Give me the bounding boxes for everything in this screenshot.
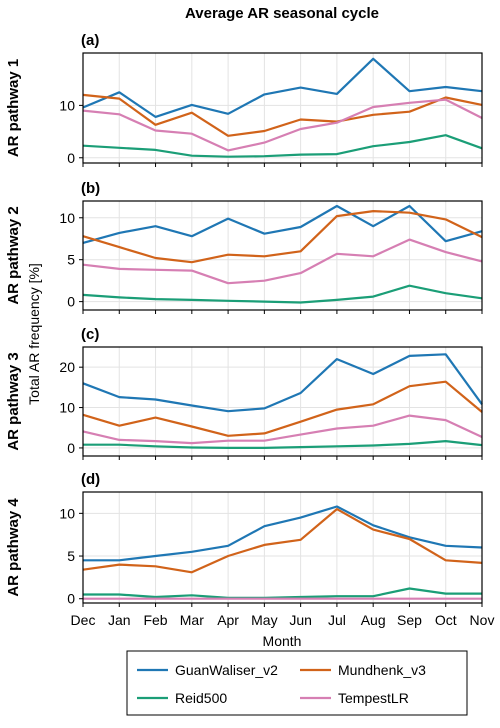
row-label: AR pathway 2 bbox=[5, 206, 22, 304]
x-tick-label: Jun bbox=[289, 612, 312, 628]
series-line-tempestlr bbox=[82, 238, 483, 285]
shared-y-axis-label: Total AR frequency [%] bbox=[26, 263, 42, 405]
legend-label-4: TempestLR bbox=[338, 690, 409, 706]
grid bbox=[82, 201, 483, 310]
grid bbox=[82, 347, 483, 456]
series-line-reid500 bbox=[83, 587, 482, 600]
legend-label-2: Mundhenk_v3 bbox=[338, 662, 426, 678]
y-tick-label: 20 bbox=[59, 359, 75, 375]
figure-title: Average AR seasonal cycle bbox=[185, 5, 379, 22]
y-tick-label: 10 bbox=[59, 97, 75, 113]
x-tick-label: Oct bbox=[435, 612, 457, 628]
y-tick-label: 0 bbox=[67, 150, 75, 166]
legend-entry-4: TempestLR bbox=[300, 690, 409, 706]
plot-frame bbox=[82, 200, 483, 311]
legend-label-3: Reid500 bbox=[175, 690, 227, 706]
y-tick-label: 0 bbox=[67, 440, 75, 456]
panels: 0 10 (a) AR pathway 1 0 5 10 (b) AR pathway 2 0 10… bbox=[5, 32, 494, 628]
row-label: AR pathway 1 bbox=[5, 59, 22, 157]
series-line-reid500 bbox=[83, 440, 483, 449]
y-tick-label: 10 bbox=[59, 505, 75, 521]
y-tick-label: 5 bbox=[67, 548, 75, 564]
panel-4: 0 5 10 Dec Jan Feb Mar Apr May Jun Jul Aug Sep Oct Nov… bbox=[5, 471, 494, 628]
y-tick-label: 0 bbox=[67, 294, 75, 310]
x-tick-label: Dec bbox=[71, 612, 96, 628]
panel-3: 0 10 20 (c) AR pathway 3 bbox=[5, 326, 483, 460]
y-tick-label: 5 bbox=[67, 252, 75, 268]
panel-label: (b) bbox=[81, 180, 100, 197]
panel-label: (c) bbox=[81, 326, 99, 343]
x-tick-label: Jan bbox=[108, 612, 131, 628]
panel-label: (a) bbox=[81, 32, 99, 49]
x-tick-label: Apr bbox=[217, 612, 239, 628]
series-line-tempestlr bbox=[82, 414, 483, 445]
series-line-guanwaliser-v2 bbox=[82, 353, 483, 413]
plot-frame bbox=[82, 52, 483, 164]
legend-entry-3: Reid500 bbox=[137, 690, 227, 706]
y-tick-label: 10 bbox=[59, 400, 75, 416]
y-tick-label: 0 bbox=[67, 591, 75, 607]
series-line-guanwaliser-v2 bbox=[83, 505, 483, 562]
legend-entry-2: Mundhenk_v3 bbox=[300, 662, 426, 678]
series-line-mundhenk-v3 bbox=[82, 508, 483, 574]
series-line-reid500 bbox=[82, 134, 483, 158]
series-line-guanwaliser-v2 bbox=[82, 204, 483, 244]
series-line-mundhenk-v3 bbox=[82, 380, 483, 437]
x-tick-label: Nov bbox=[470, 612, 495, 628]
row-label: AR pathway 3 bbox=[5, 352, 22, 450]
series-line-tempestlr bbox=[82, 98, 483, 152]
x-tick-label: Sep bbox=[397, 612, 422, 628]
series-line-mundhenk-v3 bbox=[82, 93, 483, 137]
plot-frame bbox=[82, 346, 483, 457]
panel-2: 0 5 10 (b) AR pathway 2 bbox=[5, 180, 483, 314]
panel-label: (d) bbox=[81, 471, 100, 488]
series-line-reid500 bbox=[82, 284, 483, 304]
x-tick-label: Feb bbox=[143, 612, 167, 628]
x-tick-label: Mar bbox=[180, 612, 204, 628]
series-line-mundhenk-v3 bbox=[82, 210, 483, 264]
legend-frame bbox=[126, 650, 468, 716]
row-label: AR pathway 4 bbox=[5, 498, 22, 597]
x-axis-label: Month bbox=[263, 633, 302, 649]
x-tick-label: Aug bbox=[361, 612, 386, 628]
y-tick-label: 10 bbox=[59, 210, 75, 226]
legend-label-1: GuanWaliser_v2 bbox=[175, 662, 278, 678]
legend: GuanWaliser_v2 Mundhenk_v3 Reid500 Tempe… bbox=[126, 650, 468, 716]
panel-1: 0 10 (a) AR pathway 1 bbox=[5, 32, 483, 167]
plot-frame bbox=[82, 491, 483, 604]
x-tick-label: Jul bbox=[328, 612, 346, 628]
legend-entry-1: GuanWaliser_v2 bbox=[137, 662, 278, 678]
x-tick-label: May bbox=[251, 612, 277, 628]
series-line-guanwaliser-v2 bbox=[82, 57, 483, 119]
